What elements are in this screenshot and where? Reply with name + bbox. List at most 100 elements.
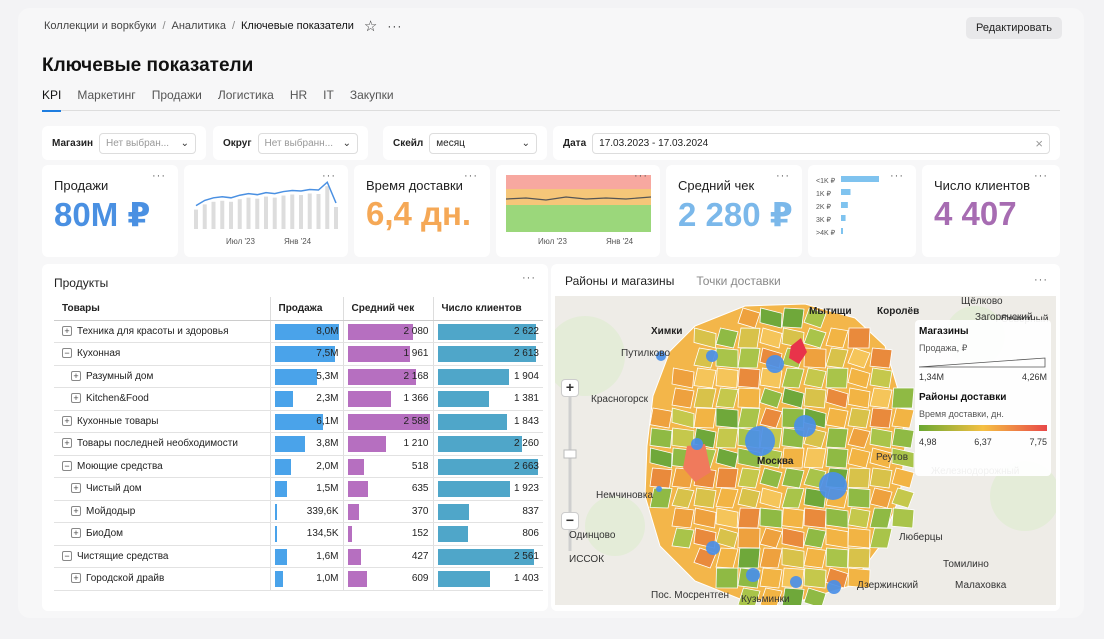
district-shape[interactable] bbox=[737, 327, 761, 349]
district-select[interactable]: Нет выбранн... ⌄ bbox=[257, 132, 358, 154]
expand-icon[interactable]: + bbox=[71, 505, 81, 516]
district-shape[interactable] bbox=[847, 367, 871, 389]
district-shape[interactable] bbox=[869, 527, 893, 549]
table-row[interactable]: + Городской драйв 1,0M 609 1 403 bbox=[54, 567, 543, 591]
district-shape[interactable] bbox=[649, 447, 673, 469]
district-shape[interactable] bbox=[891, 407, 915, 429]
district-shape[interactable] bbox=[671, 427, 695, 449]
tab-hr[interactable]: HR bbox=[289, 88, 308, 102]
district-shape[interactable] bbox=[715, 327, 739, 349]
scale-select[interactable]: месяц ⌄ bbox=[429, 132, 537, 154]
district-shape[interactable] bbox=[737, 347, 761, 369]
district-shape[interactable] bbox=[759, 487, 783, 509]
expand-icon[interactable]: + bbox=[62, 415, 72, 426]
district-shape[interactable] bbox=[847, 487, 871, 509]
district-shape[interactable] bbox=[869, 467, 893, 489]
district-shape[interactable] bbox=[693, 327, 717, 349]
district-shape[interactable] bbox=[803, 507, 827, 529]
district-shape[interactable] bbox=[803, 387, 827, 409]
district-shape[interactable] bbox=[847, 507, 871, 529]
district-shape[interactable] bbox=[715, 507, 739, 529]
district-shape[interactable] bbox=[825, 507, 849, 529]
district-shape[interactable] bbox=[671, 407, 695, 429]
district-shape[interactable] bbox=[869, 427, 893, 449]
district-shape[interactable] bbox=[803, 587, 827, 605]
district-shape[interactable] bbox=[847, 347, 871, 369]
more-options-icon[interactable]: ··· bbox=[634, 170, 648, 182]
column-header-sales[interactable]: Продажа bbox=[270, 297, 344, 321]
store-marker[interactable] bbox=[790, 576, 802, 588]
district-shape[interactable] bbox=[693, 487, 717, 509]
district-shape[interactable] bbox=[737, 507, 761, 529]
more-options-icon[interactable]: ··· bbox=[776, 170, 790, 182]
expand-icon[interactable]: + bbox=[62, 325, 72, 336]
district-shape[interactable] bbox=[649, 427, 673, 449]
collapse-icon[interactable]: − bbox=[62, 460, 72, 471]
store-marker[interactable] bbox=[766, 355, 784, 373]
column-header-goods[interactable]: Товары bbox=[54, 297, 271, 321]
tab-marketing[interactable]: Маркетинг bbox=[77, 88, 136, 102]
district-shape[interactable] bbox=[781, 527, 805, 549]
district-shape[interactable] bbox=[759, 327, 783, 349]
district-shape[interactable] bbox=[737, 467, 761, 489]
district-shape[interactable] bbox=[825, 367, 849, 389]
district-shape[interactable] bbox=[825, 327, 849, 349]
district-shape[interactable] bbox=[693, 507, 717, 529]
district-shape[interactable] bbox=[759, 527, 783, 549]
column-header-check[interactable]: Средний чек bbox=[343, 297, 434, 321]
table-row[interactable]: + Kitchen&Food 2,3M 1 366 1 381 bbox=[54, 387, 543, 411]
district-shape[interactable] bbox=[891, 507, 915, 529]
district-shape[interactable] bbox=[803, 527, 827, 549]
store-marker[interactable] bbox=[706, 541, 720, 555]
district-shape[interactable] bbox=[825, 447, 849, 469]
zoom-in-button[interactable]: + bbox=[561, 379, 579, 397]
collapse-icon[interactable]: − bbox=[62, 348, 72, 359]
table-row[interactable]: + БиоДом 134,5K 152 806 bbox=[54, 522, 543, 546]
store-marker[interactable] bbox=[819, 472, 847, 500]
district-shape[interactable] bbox=[825, 527, 849, 549]
store-marker[interactable] bbox=[745, 426, 775, 456]
district-shape[interactable] bbox=[803, 327, 827, 349]
store-marker[interactable] bbox=[706, 350, 718, 362]
district-shape[interactable] bbox=[891, 467, 915, 489]
district-shape[interactable] bbox=[781, 447, 805, 469]
table-row[interactable]: − Чистящие средства 1,6M 427 2 561 bbox=[54, 545, 543, 568]
tab-sales[interactable]: Продажи bbox=[151, 88, 202, 102]
district-shape[interactable] bbox=[891, 387, 915, 409]
district-shape[interactable] bbox=[825, 427, 849, 449]
district-shape[interactable] bbox=[803, 487, 827, 509]
table-row[interactable]: + Чистый дом 1,5M 635 1 923 bbox=[54, 477, 543, 501]
district-shape[interactable] bbox=[803, 367, 827, 389]
table-row[interactable]: + Мойдодыр 339,6K 370 837 bbox=[54, 500, 543, 523]
district-shape[interactable] bbox=[737, 527, 761, 549]
district-shape[interactable] bbox=[715, 487, 739, 509]
district-shape[interactable] bbox=[803, 567, 827, 589]
more-options-icon[interactable]: ··· bbox=[387, 19, 403, 33]
expand-icon[interactable]: + bbox=[71, 573, 81, 584]
star-icon[interactable]: ☆ bbox=[363, 18, 378, 35]
store-marker[interactable] bbox=[746, 568, 760, 582]
district-shape[interactable] bbox=[737, 367, 761, 389]
more-options-icon[interactable]: ··· bbox=[1034, 170, 1048, 182]
tab-districts-stores[interactable]: Районы и магазины bbox=[565, 274, 675, 288]
district-shape[interactable] bbox=[869, 387, 893, 409]
more-options-icon[interactable]: ··· bbox=[322, 170, 336, 182]
tab-it[interactable]: IT bbox=[323, 88, 334, 102]
column-header-clients[interactable]: Число клиентов bbox=[433, 297, 543, 321]
table-row[interactable]: + Разумный дом 5,3M 2 168 1 904 bbox=[54, 365, 543, 388]
table-row[interactable]: − Моющие средства 2,0M 518 2 663 bbox=[54, 455, 543, 478]
district-shape[interactable] bbox=[671, 367, 695, 389]
district-shape[interactable] bbox=[847, 407, 871, 429]
district-shape[interactable] bbox=[781, 467, 805, 489]
district-shape[interactable] bbox=[891, 487, 915, 509]
district-shape[interactable] bbox=[715, 447, 739, 469]
breadcrumb-item-collections[interactable]: Коллекции и воркбуки bbox=[44, 20, 157, 32]
district-shape[interactable] bbox=[671, 387, 695, 409]
district-shape[interactable] bbox=[825, 547, 849, 569]
district-shape[interactable] bbox=[715, 407, 739, 429]
district-shape[interactable] bbox=[715, 347, 739, 369]
district-shape[interactable] bbox=[847, 467, 871, 489]
district-shape[interactable] bbox=[869, 487, 893, 509]
district-shape[interactable] bbox=[891, 447, 915, 469]
district-shape[interactable] bbox=[715, 567, 739, 589]
